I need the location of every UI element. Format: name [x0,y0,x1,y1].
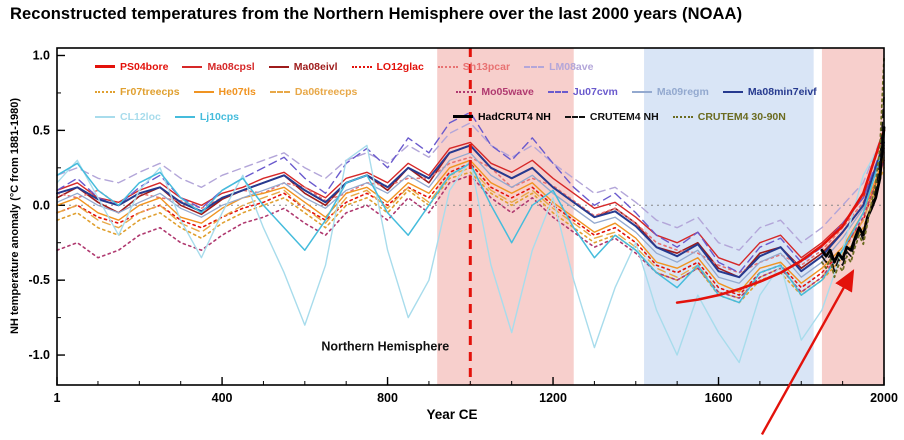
legend-item-crutem4-nh: CRUTEM4 NH [564,110,659,123]
legend-line-swatch [193,90,214,93]
legend-line-swatch [351,65,372,68]
legend-line-swatch [174,115,195,118]
series-ps04bore [675,129,886,304]
legend-row: PS04bore Ma08cpsl Ma08eivl LO12glac Sh13pcar… [95,54,831,79]
x-tick-label: 2000 [870,391,898,405]
chart-title: Reconstructed temperatures from the Nort… [10,5,743,23]
legend-line-swatch [182,65,203,68]
legend-item-ma08cpsl: Ma08cpsl [182,60,255,73]
legend-group: Mo05wave Ju07cvm Ma09regm Ma08min7eivf [456,86,830,98]
plot-border [56,47,885,386]
legend-label: Da06treecps [294,85,358,98]
legend-group: CL12loc Lj10cps [95,111,253,123]
legend-item-da06treecps: Da06treecps [269,85,358,98]
legend-line-swatch [268,65,289,68]
legend-line-swatch [95,65,115,68]
x-tick-label: 1200 [539,391,567,405]
series-ma08cpsl [56,141,885,266]
legend-group: Fr07treecps He07tls Da06treecps [95,86,371,98]
legend-label: CRUTEM4 30-90N [697,110,786,123]
legend-group: HadCRUT4 NH CRUTEM4 NH CRUTEM4 30-90N [452,110,800,123]
legend-label: Ju07cvm [572,85,618,98]
legend-line-swatch [722,90,743,93]
y-tick-label: 0.5 [33,123,50,137]
y-tick-label: 1.0 [33,48,50,62]
legend-item-crutem4-30-90n: CRUTEM4 30-90N [672,110,786,123]
legend-label: Ma08cpsl [207,60,255,73]
legend-line-swatch [269,90,290,93]
legend-line-swatch [95,115,115,118]
chart-legend: PS04bore Ma08cpsl Ma08eivl LO12glac Sh13pcar… [95,54,831,129]
legend-item-hadcrut4-nh: HadCRUT4 NH [452,110,551,123]
legend-item-he07tls: He07tls [193,85,256,98]
legend-label: PS04bore [120,60,169,73]
legend-label: Ma08min7eivf [747,85,817,98]
legend-line-swatch [547,90,568,93]
legend-group: PS04bore Ma08cpsl Ma08eivl LO12glac Sh13pcar… [95,61,607,73]
band-modern-warming [821,48,884,385]
legend-item-ma08min7eivf: Ma08min7eivf [722,85,817,98]
legend-line-swatch [631,90,652,93]
legend-label: Lj10cps [199,110,239,123]
legend-label: Sh13pcar [462,60,511,73]
x-tick-label: 1600 [705,391,733,405]
legend-item-sh13pcar: Sh13pcar [437,60,511,73]
legend-line-swatch [524,65,545,68]
legend-item-lo12glac: LO12glac [351,60,424,73]
legend-line-swatch [672,115,693,118]
legend-item-fr07treecps: Fr07treecps [95,86,180,98]
legend-line-swatch [452,115,473,118]
legend-item-ps04bore: PS04bore [95,61,168,73]
band-little-ice-age [644,48,814,385]
legend-item-ma09regm: Ma09regm [631,85,709,98]
y-tick-label: 0.0 [33,198,50,212]
x-axis-label: Year CE [426,407,478,422]
legend-item-lm08ave: LM08ave [524,61,593,73]
series-mo05wave [56,159,885,299]
legend-label: CRUTEM4 NH [589,110,659,123]
legend-item-cl12loc: CL12loc [95,111,161,123]
legend-label: Ma08eivl [293,60,338,73]
legend-line-swatch [564,115,585,118]
legend-row: CL12loc Lj10cps HadCRUT4 NH CRUTEM4 NH CRUTE… [95,104,831,129]
legend-item-lj10cps: Lj10cps [174,110,239,123]
legend-label: Mo05wave [481,85,534,98]
legend-label: HadCRUT4 NH [477,110,551,123]
legend-label: Ma09regm [656,85,709,98]
series-ju07cvm [56,111,885,274]
legend-label: LM08ave [549,60,594,73]
legend-label: He07tls [218,85,256,98]
band-medieval-warm-period [437,48,574,385]
legend-label: Fr07treecps [120,85,180,98]
legend-row: Fr07treecps He07tls Da06treecps Mo05wave Ju0… [95,79,831,104]
modern-warming-arrow [760,269,855,436]
x-tick-label: 1 [54,391,61,405]
series-hadcrut4-nh [820,126,886,264]
legend-line-swatch [95,90,115,93]
legend-label: LO12glac [376,60,424,73]
legend-line-swatch [456,90,477,93]
legend-line-swatch [437,65,458,68]
legend-label: CL12loc [120,110,161,123]
y-tick-label: -0.5 [28,273,50,287]
x-tick-label: 400 [212,391,233,405]
y-tick-label: -1.0 [28,348,50,362]
series-lm08ave [56,122,885,251]
legend-item-ma08eivl: Ma08eivl [268,60,338,73]
series-crutem4-30-90n [821,57,885,279]
series-fr07treecps [56,167,885,304]
series-crutem4-nh [821,96,885,273]
y-axis-label: NH temperature anomaly (°C from 1881-198… [9,97,21,335]
plot-region-label: Northern Hemisphere [321,340,449,354]
legend-item-mo05wave: Mo05wave [456,86,534,98]
legend-item-ju07cvm: Ju07cvm [547,85,618,98]
x-tick-label: 800 [377,391,398,405]
